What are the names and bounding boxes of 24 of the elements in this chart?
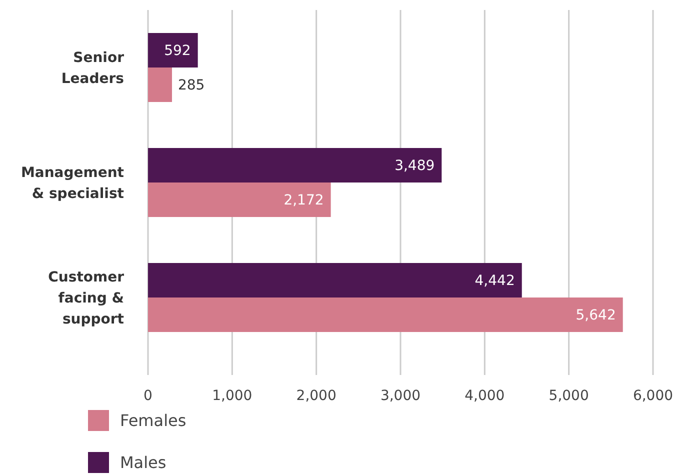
bar <box>148 68 172 102</box>
y-tick-label: Customer facing & support <box>48 269 124 328</box>
bar <box>148 33 198 68</box>
x-tick-label: 1,000 <box>212 388 252 404</box>
data-label: 4,442 <box>474 273 515 290</box>
bar <box>148 182 331 217</box>
x-tick-label: 3,000 <box>380 388 421 404</box>
data-label: 3,489 <box>394 158 435 174</box>
legend-label: Females <box>120 411 186 430</box>
data-label: 285 <box>178 78 205 94</box>
bar <box>148 263 522 298</box>
bar <box>148 148 442 182</box>
legend-label: Males <box>120 453 166 472</box>
x-tick-label: 2,000 <box>296 388 336 404</box>
data-label: 2,172 <box>284 192 324 209</box>
x-tick-label: 4,000 <box>464 388 505 404</box>
x-tick-label: 6,000 <box>632 388 674 404</box>
bar <box>148 298 623 332</box>
x-tick-label: 0 <box>144 388 152 404</box>
data-label: 5,642 <box>576 308 616 324</box>
data-label: 592 <box>164 43 191 60</box>
y-tick-label: Management & specialist <box>20 164 124 202</box>
y-tick-label: Senior Leaders <box>61 50 124 87</box>
x-tick-label: 5,000 <box>548 388 589 404</box>
